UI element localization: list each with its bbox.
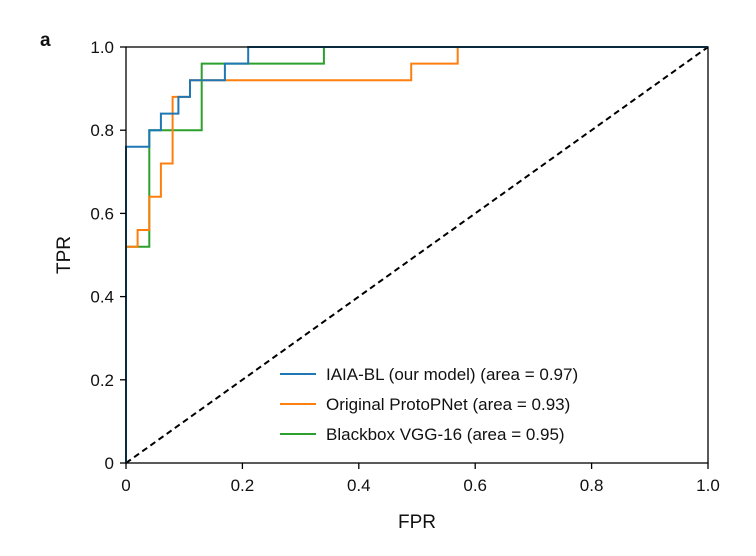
legend: IAIA-BL (our model) (area = 0.97) Origina…	[280, 365, 578, 444]
plot-frame	[125, 46, 709, 464]
series-line-1	[125, 46, 708, 463]
y-tick-label: 0.4	[90, 288, 114, 307]
axes: 0 0.2 0.4 0.6 0.8 1.0 0 0.2 0.4 0.6 0.8 1.0	[90, 38, 719, 495]
legend-label-3: Blackbox VGG-16 (area = 0.95)	[326, 425, 565, 444]
x-axis-label: FPR	[398, 512, 436, 533]
x-tick-label: 0.4	[347, 476, 371, 495]
y-axis-label: TPR	[54, 236, 75, 274]
plot-area	[125, 46, 709, 464]
legend-label-1: IAIA-BL (our model) (area = 0.97)	[326, 365, 578, 384]
x-tick-label: 0.6	[463, 476, 487, 495]
series-line-2	[125, 46, 708, 463]
legend-label-2: Original ProtoPNet (area = 0.93)	[326, 395, 570, 414]
y-tick-label: 0.8	[90, 121, 114, 140]
x-tick-label: 0.2	[231, 476, 255, 495]
x-tick-label: 0.8	[580, 476, 604, 495]
y-tick-label: 1.0	[90, 38, 114, 57]
y-tick-label: 0.2	[90, 371, 114, 390]
panel-label: a	[40, 30, 51, 51]
x-tick-label: 0	[121, 476, 130, 495]
y-tick-label: 0	[105, 454, 114, 473]
x-tick-label: 1.0	[696, 476, 720, 495]
y-tick-label: 0.6	[90, 204, 114, 223]
